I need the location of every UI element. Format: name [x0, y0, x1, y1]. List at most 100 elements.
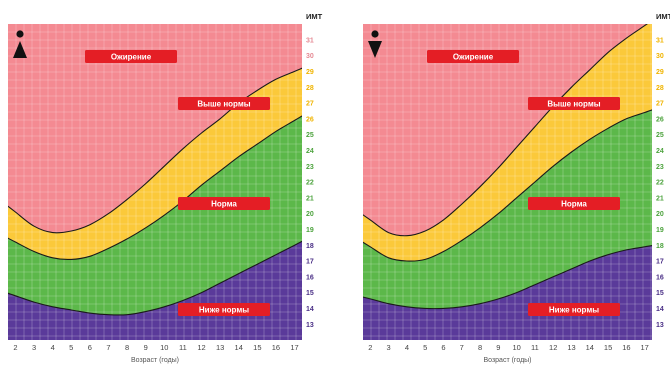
x-tick-label: 13: [216, 343, 224, 352]
boundary-line-overweight-obesity: [8, 67, 302, 234]
y-tick-label: 26: [306, 116, 314, 123]
y-tick-label: 23: [656, 164, 664, 171]
zone-underweight: [363, 245, 652, 340]
y-tick-label: 19: [656, 227, 664, 234]
y-tick-label: 21: [656, 195, 664, 202]
y-tick-label: 16: [656, 274, 664, 281]
x-tick-label: 16: [272, 343, 280, 352]
x-tick-label: 3: [387, 343, 391, 352]
zone-label-badge: [178, 197, 270, 210]
girl-icon: [368, 30, 382, 58]
zone-label: Норма: [528, 197, 620, 210]
boundary-line-overweight-obesity: [363, 24, 648, 237]
y-tick-label: 29: [306, 69, 314, 76]
zone-label-text: Ниже нормы: [199, 306, 249, 315]
x-tick-label: 15: [604, 343, 612, 352]
x-tick-label: 4: [51, 343, 55, 352]
zone-label-badge: [528, 303, 620, 316]
zone-label-text: Норма: [211, 200, 237, 209]
x-tick-label: 14: [235, 343, 243, 352]
x-tick-label: 14: [586, 343, 594, 352]
x-tick-label: 16: [622, 343, 630, 352]
x-tick-label: 10: [160, 343, 168, 352]
x-tick-label: 5: [423, 343, 427, 352]
x-tick-label: 17: [641, 343, 649, 352]
y-tick-label: 17: [656, 259, 664, 266]
y-tick-label: 26: [656, 116, 664, 123]
x-tick-label: 11: [179, 343, 187, 352]
zone-label: Ниже нормы: [528, 303, 620, 316]
y-tick-label: 30: [306, 53, 314, 60]
x-tick-label: 8: [478, 343, 482, 352]
y-tick-label: 13: [306, 322, 314, 329]
y-tick-label: 16: [306, 274, 314, 281]
y-tick-label: 30: [656, 53, 664, 60]
right-axis-title: ИМТ: [306, 12, 323, 21]
boundary-line-underweight-normal: [363, 244, 652, 310]
zone-label-badge: [178, 97, 270, 110]
x-axis-label: Возраст (годы): [131, 357, 179, 364]
grid: [8, 24, 302, 340]
x-tick-label: 15: [253, 343, 261, 352]
y-tick-label: 21: [306, 195, 314, 202]
y-tick-label: 29: [656, 69, 664, 76]
zone-label-text: Выше нормы: [197, 100, 250, 109]
x-tick-label: 2: [13, 343, 17, 352]
y-tick-label: 20: [306, 211, 314, 218]
boundary-line-underweight-normal: [8, 240, 302, 316]
y-tick-label: 28: [306, 85, 314, 92]
y-tick-label: 19: [306, 227, 314, 234]
y-tick-label: 27: [656, 101, 664, 108]
zone-label-text: Ожирение: [111, 53, 152, 62]
zone-label: Выше нормы: [178, 97, 270, 110]
zone-label: Ожирение: [85, 50, 177, 63]
boundary-line-normal-overweight: [8, 115, 302, 261]
x-tick-label: 10: [512, 343, 520, 352]
y-tick-label: 15: [656, 290, 664, 297]
x-tick-label: 12: [549, 343, 557, 352]
chart-panel-girls: Ожирение Выше нормы Норма Ниже нормы ИМТ 13 14…: [363, 12, 670, 364]
zone-label-text: Норма: [561, 200, 587, 209]
x-tick-label: 9: [144, 343, 148, 352]
y-tick-label: 15: [306, 290, 314, 297]
zone-label-badge: [85, 50, 177, 63]
grid: [363, 24, 652, 340]
y-tick-label: 22: [306, 180, 314, 187]
zone-label: Ожирение: [427, 50, 519, 63]
y-tick-label: 18: [306, 243, 314, 250]
x-tick-label: 9: [496, 343, 500, 352]
y-tick-label: 14: [656, 306, 664, 313]
y-tick-label: 28: [656, 85, 664, 92]
x-tick-label: 4: [405, 343, 409, 352]
zone-label-text: Ниже нормы: [549, 306, 599, 315]
x-tick-label: 2: [368, 343, 372, 352]
x-tick-label: 5: [69, 343, 73, 352]
zones-area: [363, 24, 652, 340]
zone-label-text: Выше нормы: [547, 100, 600, 109]
x-axis-label: Возраст (годы): [483, 357, 531, 364]
zone-label-badge: [528, 197, 620, 210]
y-tick-label: 25: [306, 132, 314, 139]
zone-label: Выше нормы: [528, 97, 620, 110]
x-tick-label: 7: [106, 343, 110, 352]
y-tick-label: 18: [656, 243, 664, 250]
y-tick-label: 27: [306, 101, 314, 108]
x-tick-label: 17: [290, 343, 298, 352]
boy-icon: [13, 30, 27, 58]
zone-label: Норма: [178, 197, 270, 210]
y-tick-label: 24: [656, 148, 664, 155]
y-tick-label: 24: [306, 148, 314, 155]
x-tick-label: 6: [88, 343, 92, 352]
chart-panel-boys: Ожирение Выше нормы Норма Ниже нормы ИМТ 13 14…: [8, 12, 323, 364]
y-tick-label: 31: [306, 37, 314, 44]
y-tick-label: 22: [656, 180, 664, 187]
y-tick-label: 17: [306, 259, 314, 266]
zone-label-badge: [178, 303, 270, 316]
x-tick-label: 6: [441, 343, 445, 352]
x-tick-label: 12: [197, 343, 205, 352]
zone-label-text: Ожирение: [453, 53, 494, 62]
y-tick-label: 31: [656, 37, 664, 44]
x-tick-label: 11: [531, 343, 539, 352]
y-tick-label: 25: [656, 132, 664, 139]
right-axis-title: ИМТ: [656, 12, 670, 21]
